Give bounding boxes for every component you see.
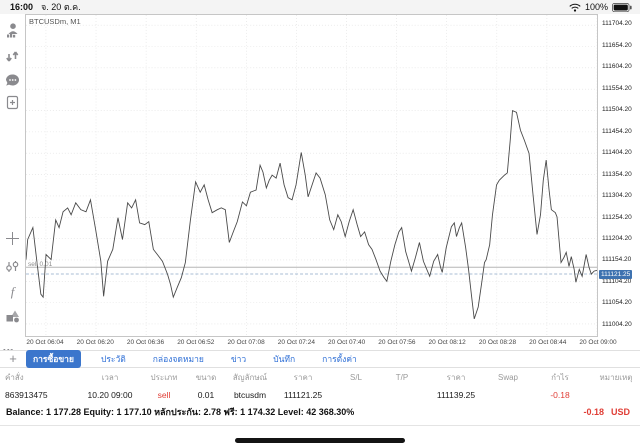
price-tick-label: 111204.20 bbox=[602, 234, 632, 242]
time-tick-label: 20 Oct 07:08 bbox=[227, 339, 265, 346]
price-tick-label: 111654.20 bbox=[602, 41, 632, 49]
chart-symbol-label: BTCUSDm, M1 bbox=[29, 17, 81, 26]
price-tick-label: 111704.20 bbox=[602, 20, 632, 28]
time-tick-label: 20 Oct 09:00 bbox=[579, 339, 617, 346]
price-tick-label: 111304.20 bbox=[602, 192, 632, 200]
price-tick-label: 111154.20 bbox=[602, 256, 632, 264]
crosshair-icon[interactable] bbox=[4, 230, 21, 247]
table-header-cell[interactable]: คำสั่ง bbox=[5, 372, 24, 382]
tab-4[interactable]: บันทึก bbox=[273, 354, 296, 364]
tab-3[interactable]: ข่าว bbox=[230, 354, 247, 364]
table-row-cell: 111121.25 bbox=[283, 389, 323, 400]
price-tick-label: 111254.20 bbox=[602, 213, 632, 221]
clock-time: 16:00 bbox=[10, 2, 34, 12]
price-tick-label: 111354.20 bbox=[602, 170, 632, 178]
table-header-cell[interactable]: ประเภท bbox=[150, 372, 178, 382]
table-row-cell: 10.20 09:00 bbox=[87, 389, 133, 400]
time-tick-label: 20 Oct 06:20 bbox=[76, 339, 114, 346]
current-price-badge: 111121.25 bbox=[599, 270, 633, 280]
account-summary-text: Balance: 1 177.28 Equity: 1 177.10 หลักป… bbox=[6, 407, 355, 417]
wifi-icon bbox=[569, 3, 581, 12]
price-tick-label: 111054.20 bbox=[602, 299, 632, 307]
time-tick-label: 20 Oct 06:36 bbox=[126, 339, 165, 346]
table-header-cell[interactable]: กำไร bbox=[551, 372, 569, 382]
table-header-cell[interactable]: เวลา bbox=[101, 372, 119, 382]
table-row-cell: 0.01 bbox=[197, 389, 215, 400]
price-polyline bbox=[26, 109, 597, 320]
price-tick-label: 111604.20 bbox=[602, 63, 632, 71]
tab-5[interactable]: การตั้งค่า bbox=[322, 354, 357, 364]
time-tick-label: 20 Oct 06:52 bbox=[177, 339, 215, 346]
price-chart[interactable]: BTCUSDm, M1 sell 0.01 bbox=[25, 14, 598, 337]
indicators-icon[interactable] bbox=[4, 258, 21, 275]
clock-date: จ. 20 ต.ค. bbox=[41, 2, 81, 12]
trade-table-header: คำสั่ง เวลา ประเภท ขนาด สัญลักษณ์ ราคา S/L T/P ร… bbox=[0, 368, 640, 386]
price-tick-label: 111554.20 bbox=[602, 84, 632, 92]
price-chart-svg bbox=[26, 15, 597, 336]
chat-icon[interactable] bbox=[4, 72, 21, 89]
vertical-gridlines bbox=[45, 15, 597, 336]
new-order-icon[interactable] bbox=[4, 94, 21, 111]
table-row-cell: btcusdm bbox=[233, 389, 267, 400]
status-bar: 16:00 จ. 20 ต.ค. 100% bbox=[0, 0, 640, 14]
trade-table-row[interactable]: 863913475 10.20 09:00 sell 0.01 btcusdm 11112… bbox=[0, 386, 640, 403]
table-header-cell[interactable]: ราคา bbox=[293, 372, 313, 382]
table-header-cell[interactable]: ราคา bbox=[446, 372, 466, 382]
bottom-separator bbox=[0, 425, 640, 426]
table-row-cell: 111139.25 bbox=[436, 389, 476, 400]
horizontal-gridlines bbox=[26, 24, 597, 325]
trade-arrows-icon[interactable] bbox=[4, 48, 21, 65]
table-row-cell: 863913475 bbox=[5, 389, 48, 400]
time-tick-label: 20 Oct 07:40 bbox=[328, 339, 366, 346]
table-row-cell: -0.18 bbox=[550, 389, 570, 400]
time-tick-label: 20 Oct 08:12 bbox=[428, 339, 466, 346]
account-summary-bar: Balance: 1 177.28 Equity: 1 177.10 หลักป… bbox=[0, 404, 640, 420]
table-row-cell: sell bbox=[157, 389, 171, 400]
price-tick-label: 111504.20 bbox=[602, 106, 632, 114]
function-icon[interactable]: f bbox=[10, 284, 15, 299]
battery-percent: 100% bbox=[584, 2, 608, 12]
time-tick-label: 20 Oct 06:04 bbox=[26, 339, 64, 346]
floating-profit: -0.18 bbox=[583, 407, 604, 417]
table-header-cell[interactable]: S/L bbox=[349, 372, 362, 382]
open-position-label: sell 0.01 bbox=[28, 260, 53, 268]
price-tick-label: 111104.20 bbox=[602, 277, 632, 285]
tab-0[interactable]: การซื้อขาย bbox=[26, 350, 81, 368]
add-order-button[interactable]: + bbox=[9, 351, 17, 366]
time-tick-label: 20 Oct 07:24 bbox=[277, 339, 315, 346]
accounts-icon[interactable] bbox=[4, 22, 21, 39]
price-tick-label: 111404.20 bbox=[602, 149, 632, 157]
time-tick-label: 20 Oct 08:28 bbox=[478, 339, 517, 346]
table-header-cell[interactable]: ขนาด bbox=[195, 372, 217, 382]
left-toolbar: f M1 bbox=[0, 14, 25, 447]
tab-1[interactable]: ประวัติ bbox=[100, 354, 126, 364]
bottom-tab-bar: + การซื้อขาย ประวัติ กล่องจดหมาย ข่าว บันทึก… bbox=[0, 350, 640, 368]
table-header-cell[interactable]: สัญลักษณ์ bbox=[232, 372, 268, 382]
objects-icon[interactable] bbox=[4, 308, 21, 325]
tab-2[interactable]: กล่องจดหมาย bbox=[152, 354, 204, 364]
price-axis: 111704.20 111654.20 111604.20 111554.20 1115… bbox=[598, 14, 640, 337]
home-indicator[interactable] bbox=[235, 438, 405, 443]
time-tick-label: 20 Oct 07:56 bbox=[378, 339, 416, 346]
price-tick-label: 111454.20 bbox=[602, 127, 632, 135]
price-tick-label: 111004.20 bbox=[602, 320, 632, 328]
table-header-cell[interactable]: T/P bbox=[395, 372, 409, 382]
table-header-cell[interactable]: Swap bbox=[497, 372, 518, 382]
time-tick-label: 20 Oct 08:44 bbox=[529, 339, 567, 346]
table-header-cell[interactable]: หมายเหตุ bbox=[599, 372, 633, 382]
battery-icon bbox=[612, 2, 632, 12]
account-currency: USD bbox=[610, 407, 630, 417]
time-axis: 20 Oct 06:04 20 Oct 06:20 20 Oct 06:36 20 O… bbox=[25, 338, 640, 349]
